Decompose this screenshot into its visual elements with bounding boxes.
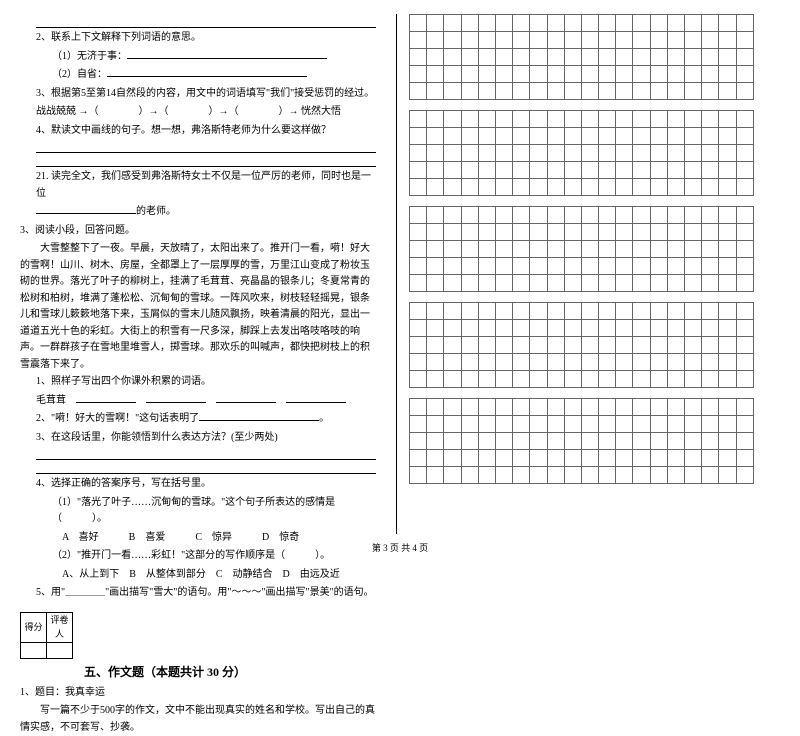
example-word: 毛茸茸 — [36, 395, 66, 406]
essay-title: 1、题目：我真幸运 — [20, 685, 378, 702]
blank — [76, 393, 136, 403]
q2-sub1: （1）无济于事： — [20, 49, 378, 66]
blank — [216, 393, 276, 403]
writing-grids — [409, 14, 773, 484]
blank-line — [36, 448, 376, 460]
blank — [146, 393, 206, 403]
sub-q2: 2、"嗬！好大的雪啊！"这句话表明了。 — [20, 411, 378, 428]
blank-line — [36, 462, 376, 474]
sub-q4a-opts: A 喜好 B 喜爱 C 惊异 D 惊奇 — [20, 530, 378, 547]
blank — [199, 411, 319, 421]
blank-line — [36, 155, 376, 167]
question-4: 4、默读文中画线的句子。想一想，弗洛斯特老师为什么要这样做？ — [20, 123, 378, 140]
q21b-text: 的老师。 — [136, 206, 176, 217]
q2-sub2: （2）自省： — [20, 67, 378, 84]
section-3: 3、阅读小段，回答问题。 — [20, 223, 378, 240]
sub-q3: 3、在这段话里，你能领悟到什么表达方法？(至少两处) — [20, 430, 378, 447]
blank — [107, 67, 307, 77]
score-label: 得分 — [21, 612, 47, 643]
sub-q5: 5、用"＿＿＿＿"画出描写"雪大"的语句。用"～～～"画出描写"景美"的语句。 — [20, 585, 378, 602]
blank — [36, 204, 136, 214]
section-5-title: 五、作文题（本题共计 30 分） — [84, 663, 378, 683]
sub-q1b: 毛茸茸 — [20, 393, 378, 410]
sub-q4b: （2）"推开门一看……彩虹！"这部分的写作顺序是（ ）。 — [20, 548, 378, 565]
sub-q4b-opts: A、从上到下 B 从整体到部分 C 动静结合 D 由远及近 — [20, 567, 378, 584]
score-cell — [21, 643, 47, 659]
question-3: 3、根据第5至第14自然段的内容，用文中的词语填写"我们"接受惩罚的经过。 — [20, 86, 378, 103]
left-column: 2、联系上下文解释下列词语的意思。 （1）无济于事： （2）自省： 3、根据第5… — [20, 14, 390, 534]
sub-q1: 1、照样子写出四个你课外积累的词语。 — [20, 374, 378, 391]
blank-line — [36, 16, 376, 28]
blank — [127, 49, 327, 59]
score-table: 得分评卷人 — [20, 612, 73, 660]
blank — [286, 393, 346, 403]
reviewer-cell — [47, 643, 73, 659]
q2a-label: （1）无济于事： — [52, 51, 127, 62]
question-21b: 的老师。 — [20, 204, 378, 221]
q21a-text: 21. 读完全文，我们感受到弗洛斯特女士不仅是一位严厉的老师，同时也是一位 — [36, 171, 371, 199]
question-3b: 战战兢兢 →（ ）→（ ）→（ ）→ 恍然大悟 — [20, 104, 378, 121]
blank-line — [36, 141, 376, 153]
right-column — [403, 14, 773, 534]
question-21a: 21. 读完全文，我们感受到弗洛斯特女士不仅是一位严厉的老师，同时也是一位 — [20, 169, 378, 202]
passage-paragraph: 大雪整整下了一夜。早晨，天放晴了，太阳出来了。推开门一看，嗬！好大的雪啊！山川、… — [20, 241, 378, 373]
sub-q4: 4、选择正确的答案序号，写在括号里。 — [20, 476, 378, 493]
reviewer-label: 评卷人 — [47, 612, 73, 643]
sq2-text: 2、"嗬！好大的雪啊！"这句话表明了 — [36, 413, 199, 424]
column-divider — [396, 14, 397, 534]
q2b-label: （2）自省： — [52, 69, 107, 80]
question-2: 2、联系上下文解释下列词语的意思。 — [20, 30, 378, 47]
sub-q4a: （1）"落光了叶子……沉甸甸的雪球。"这个句子所表达的感情是（ ）。 — [20, 495, 378, 528]
essay-instruction: 写一篇不少于500字的作文，文中不能出现真实的姓名和学校。写出自己的真情实感，不… — [20, 703, 378, 736]
